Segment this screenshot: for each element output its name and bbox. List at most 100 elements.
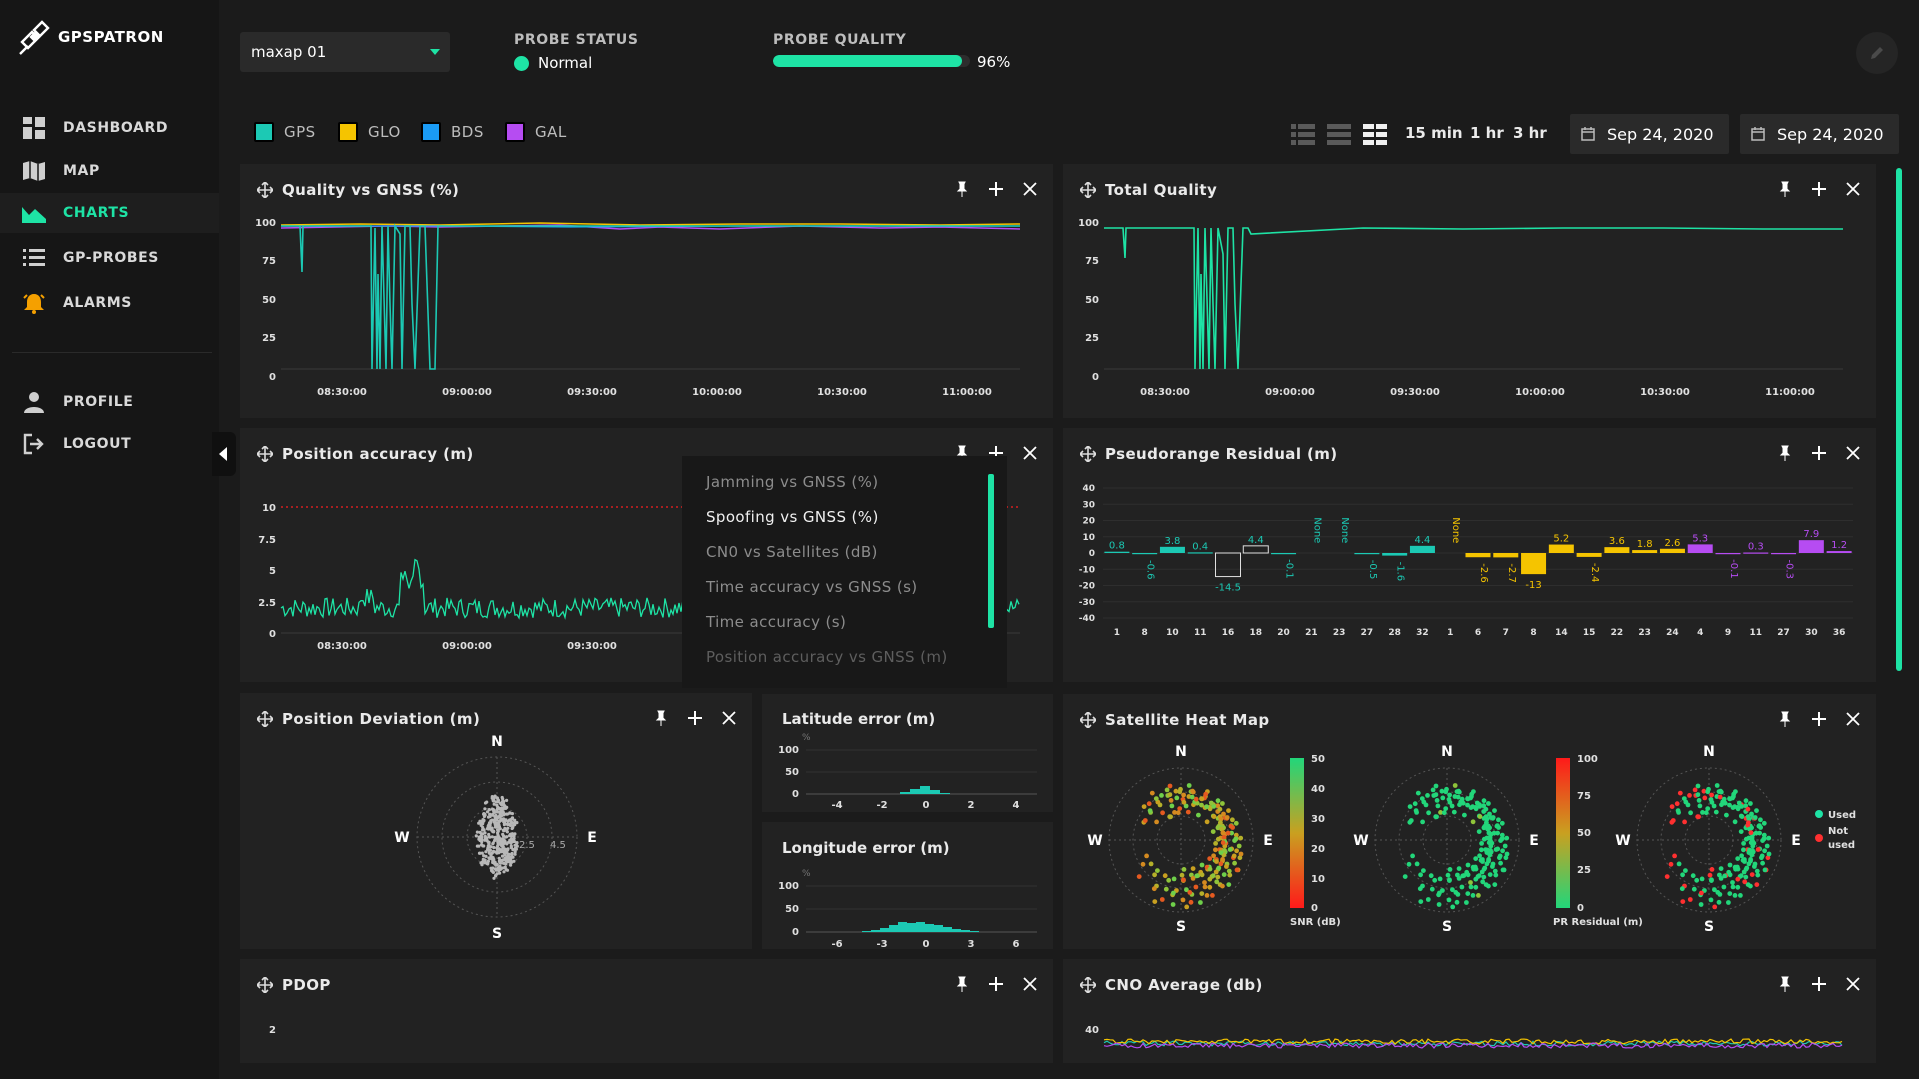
satellite-point xyxy=(1486,883,1491,889)
sidebar-item-logout[interactable]: LOGOUT xyxy=(0,424,219,464)
unit-label: % xyxy=(802,733,811,743)
pin-icon[interactable] xyxy=(1777,181,1793,197)
edit-button[interactable] xyxy=(1856,32,1898,74)
y-tick: 40 xyxy=(1082,484,1095,494)
pin-icon[interactable] xyxy=(1777,445,1793,461)
add-icon[interactable] xyxy=(1811,711,1827,727)
pin-icon[interactable] xyxy=(1777,711,1793,727)
y-tick: 0 xyxy=(269,629,276,640)
sidebar-item-dashboard[interactable]: DASHBOARD xyxy=(0,108,219,148)
satellite-point xyxy=(1234,848,1239,854)
move-icon[interactable] xyxy=(1080,182,1096,198)
add-icon[interactable] xyxy=(988,181,1004,197)
sidebar-item-profile[interactable]: PROFILE xyxy=(0,382,219,422)
sidebar-item-map[interactable]: MAP xyxy=(0,151,219,191)
satellite-point xyxy=(1220,830,1226,835)
close-icon[interactable] xyxy=(1845,445,1861,461)
deviation-point xyxy=(513,818,517,822)
brand-logo[interactable]: GPSPATRON xyxy=(18,18,164,56)
checkbox-gps[interactable] xyxy=(254,122,274,142)
checkbox-glo[interactable] xyxy=(338,122,358,142)
close-icon[interactable] xyxy=(1022,445,1038,461)
move-icon[interactable] xyxy=(1080,446,1096,462)
dropdown-item[interactable]: Jamming vs GNSS (%) xyxy=(706,473,879,491)
gnss-filter-bds[interactable]: BDS xyxy=(421,122,484,142)
add-icon[interactable] xyxy=(988,976,1004,992)
dropdown-item[interactable]: Time accuracy (s) xyxy=(706,613,847,631)
pin-icon[interactable] xyxy=(653,710,669,726)
add-icon[interactable] xyxy=(1811,181,1827,197)
sidebar-item-charts[interactable]: CHARTS xyxy=(0,193,219,233)
satellite-point xyxy=(1171,876,1177,882)
sidebar-item-alarms[interactable]: ALARMS xyxy=(0,283,219,323)
satellite-point xyxy=(1168,798,1174,803)
probe-select[interactable]: maxap 01 xyxy=(240,32,450,72)
snr-colorbar xyxy=(1290,758,1304,908)
x-tick: 2 xyxy=(968,800,975,811)
page-scrollbar[interactable] xyxy=(1896,168,1902,671)
sidebar-collapse-button[interactable] xyxy=(212,432,236,476)
card-header[interactable]: Satellite Heat Map xyxy=(1080,711,1270,729)
layout-rows-icon[interactable] xyxy=(1327,124,1351,146)
deviation-point xyxy=(478,830,482,834)
checkbox-gal[interactable] xyxy=(505,122,525,142)
dropdown-item[interactable]: Position accuracy vs GNSS (m) xyxy=(706,648,948,666)
move-icon[interactable] xyxy=(257,977,273,993)
gnss-filter-gal[interactable]: GAL xyxy=(505,122,567,142)
card-header[interactable]: Total Quality xyxy=(1080,181,1217,199)
dropdown-item[interactable]: Spoofing vs GNSS (%) xyxy=(706,508,879,526)
time-range-3hr[interactable]: 3 hr xyxy=(1513,124,1547,142)
deviation-point xyxy=(501,828,505,832)
move-icon[interactable] xyxy=(257,711,273,727)
dropdown-item[interactable]: CN0 vs Satellites (dB) xyxy=(706,543,878,561)
satellite-point xyxy=(1230,825,1235,830)
add-icon[interactable] xyxy=(1811,976,1827,992)
sidebar-item-gp-probes[interactable]: GP-PROBES xyxy=(0,238,219,278)
gnss-filter-glo[interactable]: GLO xyxy=(338,122,401,142)
satellite-point xyxy=(1231,853,1237,859)
move-icon[interactable] xyxy=(257,446,273,462)
compass-w: W xyxy=(394,830,409,846)
close-icon[interactable] xyxy=(1845,711,1861,727)
card-header[interactable]: Position Deviation (m) xyxy=(257,710,480,728)
layout-one-column-icon[interactable] xyxy=(1291,124,1315,146)
dropdown-scrollbar[interactable] xyxy=(988,474,994,628)
series-line-glo xyxy=(1103,1038,1843,1046)
deviation-point xyxy=(482,812,486,816)
card-header[interactable]: CNO Average (db) xyxy=(1080,976,1263,994)
date-from-picker[interactable]: Sep 24, 2020 xyxy=(1570,114,1729,154)
close-icon[interactable] xyxy=(721,710,737,726)
layout-grid-icon[interactable] xyxy=(1363,124,1387,146)
add-icon[interactable] xyxy=(687,710,703,726)
time-range-15min[interactable]: 15 min xyxy=(1405,124,1463,142)
gnss-filter-gps[interactable]: GPS xyxy=(254,122,316,142)
move-icon[interactable] xyxy=(257,182,273,198)
x-tick: 11 xyxy=(1194,628,1207,638)
histogram-bar xyxy=(952,929,961,932)
satellite-point xyxy=(1479,869,1485,875)
card-header[interactable]: Position accuracy (m) xyxy=(257,445,474,463)
close-icon[interactable] xyxy=(1022,976,1038,992)
card-header[interactable]: Pseudorange Residual (m) xyxy=(1080,445,1338,463)
satellite-point xyxy=(1462,812,1467,818)
date-to-picker[interactable]: Sep 24, 2020 xyxy=(1740,114,1899,154)
move-icon[interactable] xyxy=(1080,712,1096,728)
add-icon[interactable] xyxy=(1811,445,1827,461)
card-header[interactable]: Quality vs GNSS (%) xyxy=(257,181,459,199)
time-range-1hr[interactable]: 1 hr xyxy=(1470,124,1504,142)
pin-icon[interactable] xyxy=(954,181,970,197)
move-icon[interactable] xyxy=(1080,977,1096,993)
satellite-point xyxy=(1474,800,1480,806)
pin-icon[interactable] xyxy=(954,976,970,992)
close-icon[interactable] xyxy=(1022,181,1038,197)
satellite-point xyxy=(1742,859,1747,864)
pin-icon[interactable] xyxy=(1777,976,1793,992)
deviation-point xyxy=(502,870,506,874)
close-icon[interactable] xyxy=(1845,181,1861,197)
card-header[interactable]: PDOP xyxy=(257,976,331,994)
checkbox-bds[interactable] xyxy=(421,122,441,142)
satellite-point xyxy=(1185,809,1191,815)
dropdown-item[interactable]: Time accuracy vs GNSS (s) xyxy=(706,578,918,596)
x-tick: 4 xyxy=(1013,800,1020,811)
close-icon[interactable] xyxy=(1845,976,1861,992)
